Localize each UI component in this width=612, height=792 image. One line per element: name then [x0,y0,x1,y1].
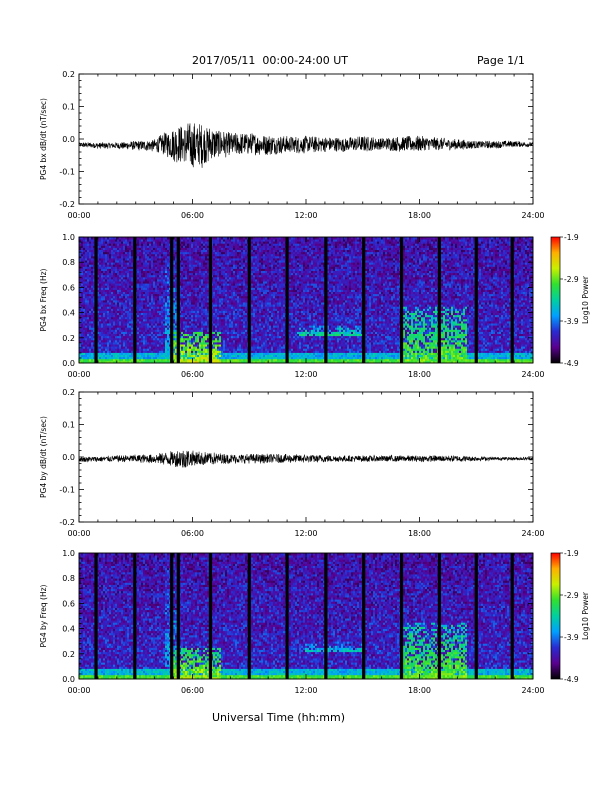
x-tick-label: 06:00 [181,686,204,695]
dbdt-trace [78,123,534,168]
x-tick-label: 12:00 [294,370,317,379]
y-tick-label: 0.0 [62,675,75,684]
data-gap [133,553,137,679]
x-tick-label: 00:00 [67,686,90,695]
x-tick-label: 06:00 [181,211,204,220]
y-tick-label: 1.0 [62,549,75,558]
data-gap [510,553,514,679]
colorbar-tick-label: -3.9 [564,633,579,642]
colorbar-tick-label: -3.9 [564,317,579,326]
data-gap [176,553,180,679]
plot-title: 2017/05/11 00:00-24:00 UT [192,54,348,67]
y-tick-label: -0.2 [59,518,75,527]
dbdt-trace [78,450,534,468]
x-tick-label: 18:00 [408,370,431,379]
x-tick-label: 06:00 [181,529,204,538]
data-gap [324,553,328,679]
x-tick-label: 18:00 [408,211,431,220]
data-gap [362,237,366,363]
colorbar-tick-label: -4.9 [564,675,579,684]
x-tick-label: 24:00 [521,211,544,220]
x-tick-label: 18:00 [408,529,431,538]
colorbar-label: Log10 Power [581,591,590,640]
data-gap [399,553,404,679]
y-tick-label: -0.2 [59,200,75,209]
y-tick-label: 0.2 [62,334,75,343]
x-tick-label: 24:00 [521,529,544,538]
spectrogram-cells [79,553,534,680]
data-gap [474,237,478,363]
y-tick-label: 0.8 [62,258,75,267]
colorbar [550,552,561,680]
data-gap [510,237,514,363]
data-gap [247,237,251,363]
data-gap [324,237,328,363]
y-tick-label: 0.4 [62,309,75,318]
x-axis-title: Universal Time (hh:mm) [212,711,345,724]
colorbar [550,236,561,364]
data-gap [362,553,366,679]
y-tick-label: 0.2 [62,70,75,79]
page-number: Page 1/1 [477,54,525,67]
y-tick-label: 0.8 [62,574,75,583]
y-tick-label: 0.6 [62,599,75,608]
data-gap [437,553,441,679]
data-gap [94,237,98,363]
colorbar-tick-label: -2.9 [564,591,579,600]
data-gap [474,553,478,679]
colorbar-tick-label: -1.9 [564,549,579,558]
y-tick-label: 0.1 [62,421,75,430]
x-tick-label: 24:00 [521,686,544,695]
y-axis-label: PG4 by Freq (Hz) [39,584,48,647]
x-tick-label: 12:00 [294,686,317,695]
data-gap [399,237,404,363]
data-gap [94,553,98,679]
colorbar-tick-label: -4.9 [564,359,579,368]
colorbar-tick-label: -2.9 [564,275,579,284]
x-tick-label: 12:00 [294,529,317,538]
y-axis-label: PG4 bx Freq (Hz) [39,268,48,331]
x-tick-label: 06:00 [181,370,204,379]
x-tick-label: 00:00 [67,529,90,538]
data-gap [285,553,289,679]
x-tick-label: 00:00 [67,370,90,379]
x-tick-label: 18:00 [408,686,431,695]
data-gap [176,237,180,363]
y-tick-label: -0.1 [59,486,75,495]
y-tick-label: -0.1 [59,168,75,177]
x-tick-label: 24:00 [521,370,544,379]
x-tick-label: 00:00 [67,211,90,220]
y-tick-label: 0.4 [62,625,75,634]
y-tick-label: 0.0 [62,453,75,462]
data-gap [247,553,251,679]
y-tick-label: 0.0 [62,359,75,368]
data-gap [208,553,213,679]
data-gap [208,237,213,363]
y-tick-label: 0.2 [62,650,75,659]
data-gap [437,237,441,363]
colorbar-tick-label: -1.9 [564,233,579,242]
y-tick-label: 0.6 [62,283,75,292]
y-axis-label: PG4 by dB/dt (nT/sec) [39,416,48,498]
colorbar-label: Log10 Power [581,275,590,324]
data-gap [170,237,174,363]
spectrogram-cells [79,237,534,364]
y-tick-label: 0.2 [62,388,75,397]
data-gap [170,553,174,679]
y-tick-label: 0.1 [62,103,75,112]
y-tick-label: 0.0 [62,135,75,144]
data-gap [285,237,289,363]
x-tick-label: 12:00 [294,211,317,220]
y-axis-label: PG4 bx dB/dt (nT/sec) [39,98,48,180]
y-tick-label: 1.0 [62,233,75,242]
data-gap [133,237,137,363]
